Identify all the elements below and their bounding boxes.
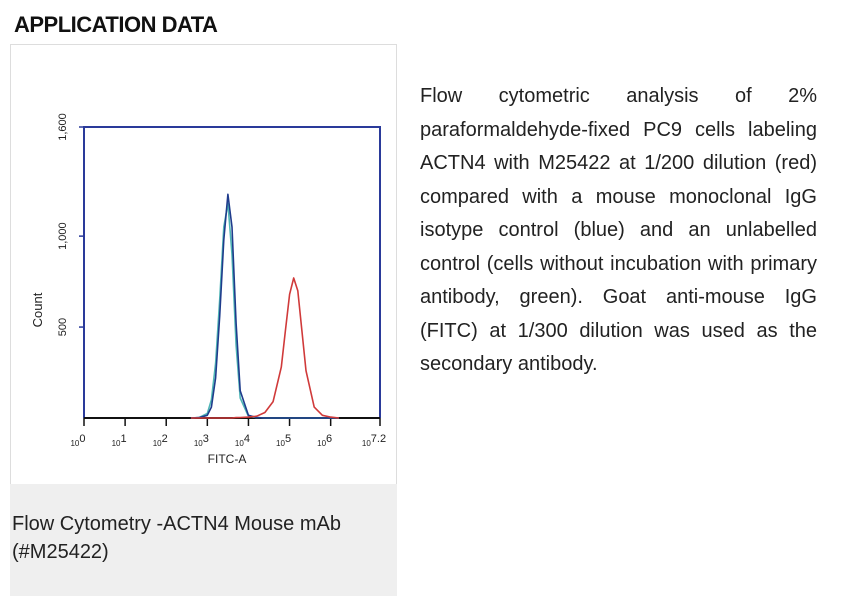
y-axis-label: Count (30, 292, 45, 327)
y-tick-label: 1,600 (57, 113, 69, 141)
section-title: APPLICATION DATA (14, 12, 218, 37)
x-tick-exponent: 0 (79, 433, 85, 445)
x-tick-base: 10 (194, 439, 203, 448)
x-tick-label: 105 (276, 433, 291, 448)
x-tick-base: 10 (70, 439, 79, 448)
x-tick-base: 10 (317, 439, 326, 448)
y-tick-label: 1,000 (57, 222, 69, 250)
x-tick-label: 102 (153, 433, 168, 448)
x-tick-base: 10 (235, 439, 244, 448)
x-tick-base: 10 (112, 439, 121, 448)
x-tick-base: 10 (153, 439, 162, 448)
histogram-line (190, 193, 339, 419)
x-tick-exponent: 3 (203, 433, 209, 445)
x-tick-exponent: 5 (285, 433, 291, 445)
x-tick-label: 106 (317, 433, 332, 448)
x-tick-exponent: 7.2 (371, 433, 386, 445)
x-tick-label: 101 (112, 433, 127, 448)
x-tick-exponent: 1 (121, 433, 127, 445)
histogram-line (190, 202, 339, 419)
x-tick-base: 10 (276, 439, 285, 448)
figure-panel (10, 44, 397, 484)
x-tick-label: 100 (70, 433, 85, 448)
plot-frame (83, 126, 381, 418)
y-tick-label: 500 (57, 318, 69, 336)
x-tick-label: 103 (194, 433, 209, 448)
x-tick-exponent: 6 (326, 433, 332, 445)
description: Flow cytometric analysis of 2% paraforma… (420, 85, 817, 375)
histogram-line (190, 277, 339, 419)
x-tick-label: 104 (235, 433, 250, 448)
x-axis-label: FITC-A (208, 452, 247, 466)
x-tick-exponent: 4 (244, 433, 250, 445)
x-tick-label: 107.2 (362, 433, 386, 448)
x-tick-exponent: 2 (162, 433, 168, 445)
x-tick-base: 10 (362, 439, 371, 448)
figure-caption: Flow Cytometry -ACTN4 Mouse mAb (#M25422… (10, 484, 397, 596)
